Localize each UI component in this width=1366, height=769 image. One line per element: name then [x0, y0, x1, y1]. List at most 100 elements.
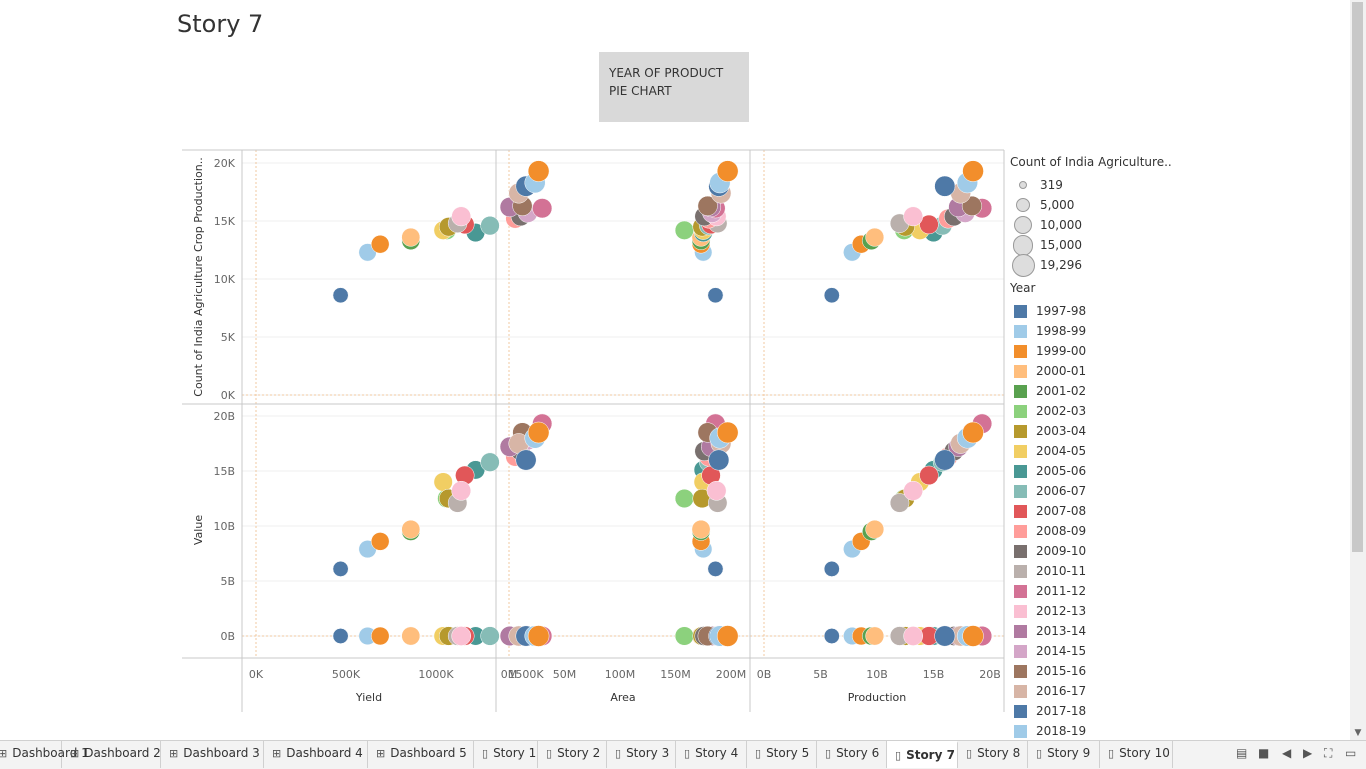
- y-tick-label: 15K: [214, 215, 236, 228]
- year-legend-item[interactable]: 2013-14: [1010, 621, 1172, 641]
- tab-dashboard-5[interactable]: ⊞ Dashboard 5: [368, 741, 474, 768]
- sheet-tabs-bar: ⊞ Dashboard 1 ⊞ Dashboard 2 ⊞ Dashboard 3 ⊞ Das…: [0, 740, 1366, 769]
- story-icon: ▯: [1036, 747, 1043, 760]
- year-legend-label: 2004-05: [1036, 444, 1087, 458]
- scrollbar-thumb[interactable]: [1352, 2, 1363, 552]
- tab-label: Story 4: [695, 746, 739, 760]
- next-sheet-icon[interactable]: ▶: [1303, 746, 1313, 760]
- x-tick-label: 0K: [249, 668, 264, 681]
- data-point: [527, 421, 550, 444]
- story-icon: ▯: [755, 747, 762, 760]
- year-legend-item[interactable]: 2007-08: [1010, 501, 1172, 521]
- year-legend-item[interactable]: 1999-00: [1010, 341, 1172, 361]
- tab-story-1[interactable]: ▯ Story 1: [474, 741, 538, 768]
- x-tick-label: 1000K: [418, 668, 454, 681]
- year-legend-item[interactable]: 2001-02: [1010, 381, 1172, 401]
- year-swatch: [1014, 364, 1027, 378]
- tab-dashboard-1[interactable]: ⊞ Dashboard 1: [0, 741, 89, 768]
- tab-label: Story 1: [493, 746, 537, 760]
- tab-story-2[interactable]: ▯ Story 2: [538, 741, 607, 768]
- previous-sheet-icon[interactable]: ◀: [1282, 746, 1292, 760]
- size-legend-circle-icon: [1013, 215, 1033, 235]
- tab-dashboard-4[interactable]: ⊞ Dashboard 4: [264, 741, 368, 768]
- tab-story-9[interactable]: ▯ Story 9: [1028, 741, 1100, 768]
- presentation-icon[interactable]: ▭: [1345, 746, 1357, 760]
- data-point: [480, 626, 500, 646]
- tabs-view-icon[interactable]: ■: [1258, 746, 1270, 760]
- data-point: [962, 160, 984, 182]
- year-legend-item[interactable]: 2000-01: [1010, 361, 1172, 381]
- fullscreen-icon[interactable]: ⛶: [1324, 746, 1333, 760]
- y-tick-label: 15B: [213, 465, 235, 478]
- size-legend-item: 10,000: [1010, 215, 1172, 235]
- year-swatch: [1014, 624, 1027, 638]
- y-axis-title: Count of India Agriculture Crop Producti…: [192, 157, 205, 396]
- data-point: [962, 625, 984, 647]
- data-point: [903, 480, 924, 501]
- filmstrip-icon[interactable]: ▤: [1236, 746, 1248, 760]
- year-legend-item[interactable]: 2012-13: [1010, 601, 1172, 621]
- year-legend-item[interactable]: 2008-09: [1010, 521, 1172, 541]
- tab-label: Dashboard 3: [183, 746, 260, 760]
- vertical-scrollbar[interactable]: ▼: [1350, 0, 1366, 740]
- year-legend-item[interactable]: 2003-04: [1010, 421, 1172, 441]
- year-legend-item[interactable]: 2018-19: [1010, 721, 1172, 741]
- data-point: [691, 519, 711, 539]
- tab-story-5[interactable]: ▯ Story 5: [747, 741, 817, 768]
- year-legend-item[interactable]: 1997-98: [1010, 301, 1172, 321]
- tab-label: Story 3: [626, 746, 670, 760]
- year-legend-item[interactable]: 1998-99: [1010, 321, 1172, 341]
- tab-story-3[interactable]: ▯ Story 3: [607, 741, 676, 768]
- scroll-down-arrow-icon[interactable]: ▼: [1354, 728, 1362, 738]
- data-point: [480, 452, 500, 472]
- x-tick-label: 1500K: [508, 668, 544, 681]
- year-swatch: [1014, 384, 1027, 398]
- tab-dashboard-3[interactable]: ⊞ Dashboard 3: [161, 741, 264, 768]
- size-legend-circle-icon: [1012, 234, 1034, 256]
- data-point: [370, 234, 390, 254]
- story-icon: ▯: [546, 747, 553, 760]
- dashboard-icon: ⊞: [272, 747, 282, 760]
- year-legend-item[interactable]: 2014-15: [1010, 641, 1172, 661]
- year-swatch: [1014, 424, 1027, 438]
- x-tick-label: 50M: [553, 668, 577, 681]
- story-icon: ▯: [482, 747, 489, 760]
- year-legend-item[interactable]: 2009-10: [1010, 541, 1172, 561]
- tab-story-6[interactable]: ▯ Story 6: [817, 741, 887, 768]
- year-legend-item[interactable]: 2004-05: [1010, 441, 1172, 461]
- tab-dashboard-2[interactable]: ⊞ Dashboard 2: [62, 741, 161, 768]
- tab-story-8[interactable]: ▯ Story 8: [958, 741, 1028, 768]
- year-legend-item[interactable]: 2002-03: [1010, 401, 1172, 421]
- x-tick-label: 5B: [813, 668, 828, 681]
- legend: Count of India Agriculture.. 319 5,000 10,…: [1010, 155, 1172, 741]
- data-point: [823, 628, 840, 644]
- year-legend-label: 1997-98: [1036, 304, 1087, 318]
- tab-label: Dashboard 2: [84, 746, 161, 760]
- year-legend-item[interactable]: 2010-11: [1010, 561, 1172, 581]
- story-point-caption[interactable]: YEAR OF PRODUCT PIE CHART: [599, 52, 749, 122]
- color-legend-title: Year: [1010, 281, 1036, 295]
- year-legend-item[interactable]: 2016-17: [1010, 681, 1172, 701]
- tab-story-4[interactable]: ▯ Story 4: [676, 741, 747, 768]
- tab-story-10[interactable]: ▯ Story 10: [1100, 741, 1173, 768]
- year-legend-label: 2018-19: [1036, 724, 1087, 738]
- year-legend-item[interactable]: 2017-18: [1010, 701, 1172, 721]
- year-legend-item[interactable]: 2006-07: [1010, 481, 1172, 501]
- data-point: [401, 626, 421, 646]
- year-legend-label: 2016-17: [1036, 684, 1087, 698]
- year-legend-item[interactable]: 2015-16: [1010, 661, 1172, 681]
- year-legend-label: 2009-10: [1036, 544, 1087, 558]
- story-icon: ▯: [825, 747, 832, 760]
- x-tick-label: 20B: [979, 668, 1001, 681]
- data-point: [532, 198, 553, 219]
- dashboard-icon: ⊞: [376, 747, 386, 760]
- tab-story-7[interactable]: ▯ Story 7: [887, 741, 958, 768]
- scatter-matrix-chart: 0K 5K 10K 15K 20K 0B 5B 10B 15B 20B 0K 500K 1000K 150…: [182, 149, 1005, 712]
- year-legend-item[interactable]: 2005-06: [1010, 461, 1172, 481]
- x-tick-label: 200M: [716, 668, 747, 681]
- data-point: [480, 215, 500, 236]
- year-swatch: [1014, 484, 1027, 498]
- year-swatch: [1014, 584, 1027, 598]
- year-legend-item[interactable]: 2011-12: [1010, 581, 1172, 601]
- size-legend-circle-icon: [1015, 197, 1031, 213]
